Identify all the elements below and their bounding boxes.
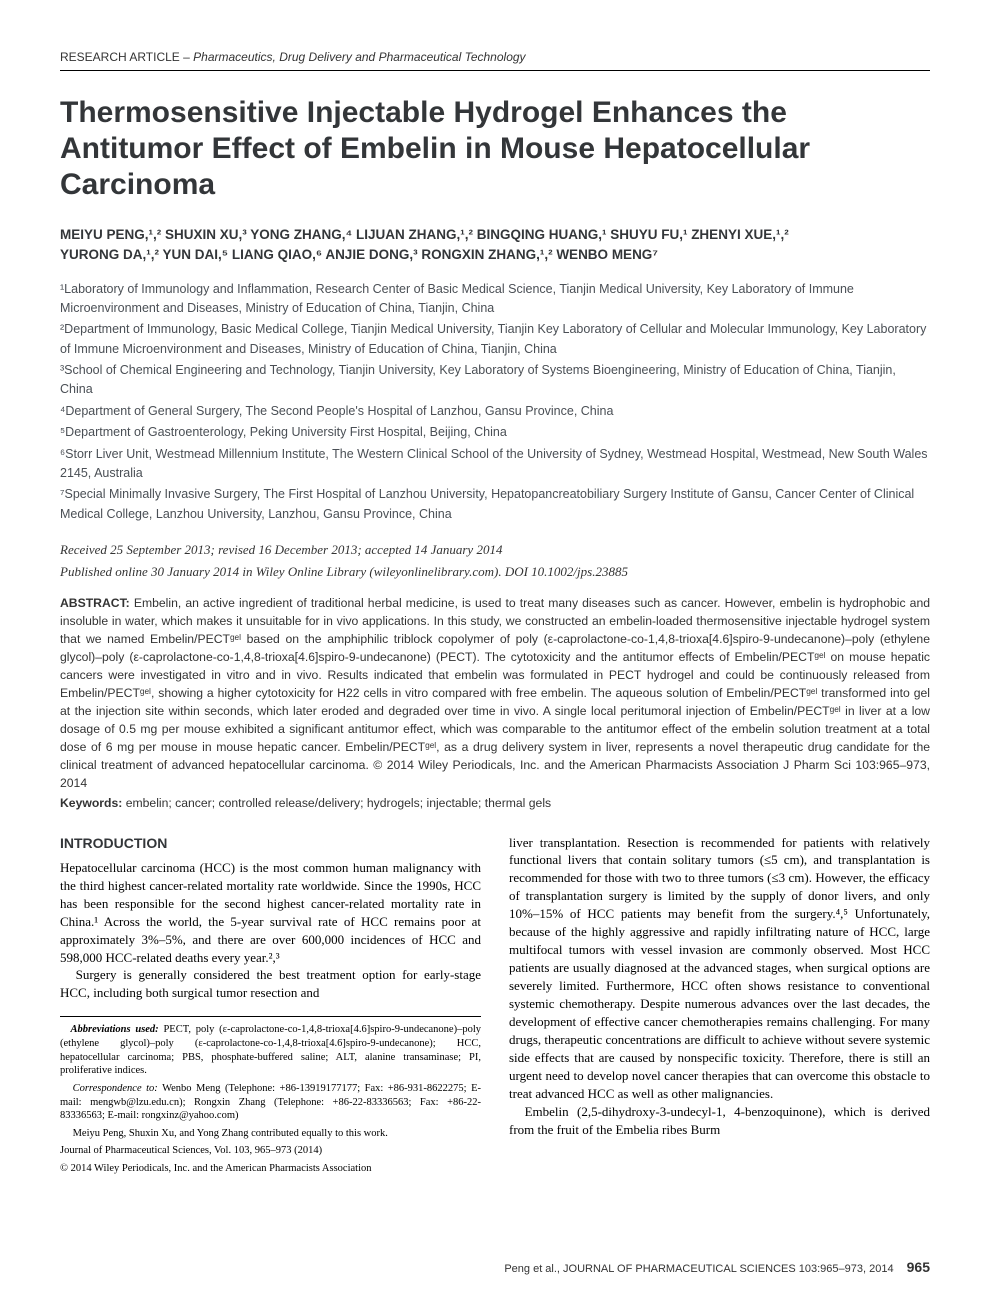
running-head: RESEARCH ARTICLE – Pharmaceutics, Drug D… xyxy=(60,50,930,64)
affiliation-1: ¹Laboratory of Immunology and Inflammati… xyxy=(60,280,930,319)
keywords: Keywords: embelin; cancer; controlled re… xyxy=(60,796,930,810)
authors-line-2: YURONG DA,¹,² YUN DAI,⁵ LIANG QIAO,⁶ ANJ… xyxy=(60,245,930,265)
intro-para-2: Surgery is generally considered the best… xyxy=(60,966,481,1002)
affiliation-2: ²Department of Immunology, Basic Medical… xyxy=(60,320,930,359)
abstract-label: ABSTRACT: xyxy=(60,596,130,610)
abstract-body: Embelin, an active ingredient of traditi… xyxy=(60,596,930,790)
article-title: Thermosensitive Injectable Hydrogel Enha… xyxy=(60,95,930,203)
keywords-body: embelin; cancer; controlled release/deli… xyxy=(126,796,551,810)
footer-citation: Peng et al., JOURNAL OF PHARMACEUTICAL S… xyxy=(504,1263,893,1275)
running-head-category: Pharmaceutics, Drug Delivery and Pharmac… xyxy=(193,50,525,64)
running-head-section: RESEARCH ARTICLE xyxy=(60,50,180,64)
page-footer: Peng et al., JOURNAL OF PHARMACEUTICAL S… xyxy=(504,1259,930,1275)
affiliation-3: ³School of Chemical Engineering and Tech… xyxy=(60,361,930,400)
top-rule xyxy=(60,70,930,71)
affiliation-6: ⁶Storr Liver Unit, Westmead Millennium I… xyxy=(60,445,930,484)
article-dates: Received 25 September 2013; revised 16 D… xyxy=(60,542,930,558)
footnote-equal-contribution: Meiyu Peng, Shuxin Xu, and Yong Zhang co… xyxy=(60,1127,481,1141)
footnotes: Abbreviations used: PECT, poly (ε-caprol… xyxy=(60,1016,481,1175)
affiliation-7: ⁷Special Minimally Invasive Surgery, The… xyxy=(60,485,930,524)
body-columns: INTRODUCTION Hepatocellular carcinoma (H… xyxy=(60,834,930,1180)
footnote-journal: Journal of Pharmaceutical Sciences, Vol.… xyxy=(60,1144,481,1158)
footnote-correspondence: Correspondence to: Wenbo Meng (Telephone… xyxy=(60,1082,481,1123)
keywords-label: Keywords: xyxy=(60,796,122,810)
footer-page-number: 965 xyxy=(907,1259,930,1275)
footnote-abbreviations: Abbreviations used: PECT, poly (ε-caprol… xyxy=(60,1023,481,1078)
abbr-label: Abbreviations used: xyxy=(71,1024,159,1035)
abstract: ABSTRACT: Embelin, an active ingredient … xyxy=(60,594,930,793)
col2-para-1: liver transplantation. Resection is reco… xyxy=(509,834,930,1103)
affiliations: ¹Laboratory of Immunology and Inflammati… xyxy=(60,280,930,525)
intro-heading: INTRODUCTION xyxy=(60,834,481,853)
column-left: INTRODUCTION Hepatocellular carcinoma (H… xyxy=(60,834,481,1180)
col2-para-2: Embelin (2,5-dihydroxy-3-undecyl-1, 4-be… xyxy=(509,1103,930,1139)
column-right: liver transplantation. Resection is reco… xyxy=(509,834,930,1180)
authors-line-1: MEIYU PENG,¹,² SHUXIN XU,³ YONG ZHANG,⁴ … xyxy=(60,225,930,245)
published-online: Published online 30 January 2014 in Wile… xyxy=(60,564,930,580)
affiliation-5: ⁵Department of Gastroenterology, Peking … xyxy=(60,423,930,442)
affiliation-4: ⁴Department of General Surgery, The Seco… xyxy=(60,402,930,421)
authors: MEIYU PENG,¹,² SHUXIN XU,³ YONG ZHANG,⁴ … xyxy=(60,225,930,266)
footnote-copyright: © 2014 Wiley Periodicals, Inc. and the A… xyxy=(60,1162,481,1176)
intro-para-1: Hepatocellular carcinoma (HCC) is the mo… xyxy=(60,859,481,967)
corr-label: Correspondence to: xyxy=(73,1083,158,1094)
